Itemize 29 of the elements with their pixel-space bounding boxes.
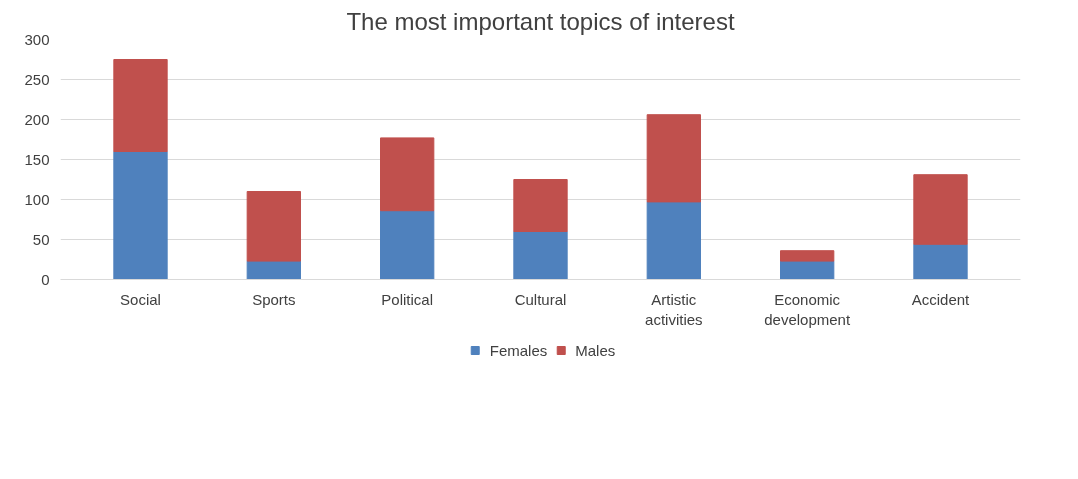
bar: [913, 174, 968, 245]
x-tick-label: Artistic activities: [645, 290, 703, 328]
bar: [113, 59, 168, 152]
bar: [380, 210, 435, 280]
x-tick-label: Economic development: [764, 290, 851, 328]
x-tick-label: Political: [381, 290, 434, 308]
bar: [913, 243, 968, 280]
x-tick-label: Sports: [252, 290, 296, 308]
y-tick-label: 100: [24, 190, 50, 208]
y-tick-label: 300: [24, 30, 50, 48]
bar: [513, 231, 568, 280]
bar: [246, 191, 301, 262]
bar: [646, 201, 701, 280]
y-tick-label: 0: [41, 270, 50, 288]
bar: [113, 151, 168, 280]
x-tick-label: Accident: [911, 290, 971, 308]
bar: [380, 137, 435, 212]
x-tick-label: Social: [120, 290, 161, 308]
y-tick-label: 250: [24, 70, 50, 88]
x-tick-label: Cultural: [514, 290, 567, 308]
legend-label: Males: [575, 341, 616, 359]
y-tick-label: 150: [24, 150, 50, 168]
bar: [780, 250, 835, 262]
chart-title: The most important topics of interest: [346, 7, 735, 35]
legend-label: Females: [489, 341, 548, 359]
y-tick-label: 50: [32, 230, 50, 248]
bar: [513, 179, 568, 232]
y-tick-label: 200: [24, 110, 50, 128]
bar: [646, 114, 701, 203]
